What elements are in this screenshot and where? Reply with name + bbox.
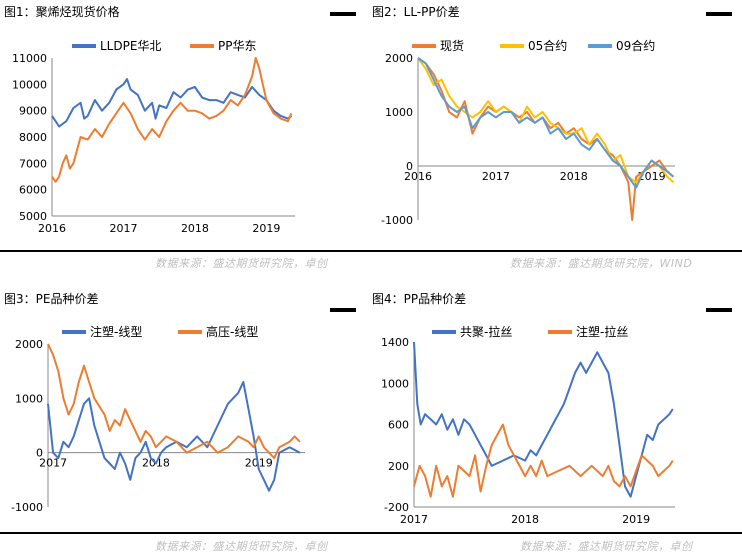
legend-label: 注塑-拉丝: [576, 324, 628, 339]
y-tick-label: 6000: [19, 184, 47, 197]
y-tick-label: -1000: [381, 214, 413, 227]
legend-label: LLDPE华北: [100, 39, 161, 53]
data-source-note: 数据来源：盛达期货研究院，WIND: [510, 257, 693, 270]
y-tick-label: 1400: [381, 336, 409, 349]
x-tick-label: 2017: [400, 513, 428, 526]
series-line: [417, 57, 675, 189]
chart-2: -1000 0 1000 2000 2016 2017 2018 2019 现货 05合约 09合约: [381, 38, 675, 227]
series-line: [413, 341, 674, 498]
x-tick-label: 2019: [252, 222, 280, 235]
y-tick-label: 200: [388, 460, 409, 473]
title-accent-bar: [706, 308, 732, 312]
chart-title-2: 图2：LL-PP价差: [372, 5, 460, 19]
data-source-note: 数据来源：盛达期货研究院，卓创: [520, 540, 693, 553]
title-accent-bar: [330, 12, 356, 16]
x-tick-label: 2016: [38, 222, 66, 235]
x-tick-label: 2018: [511, 513, 539, 526]
chart-4: -200 200 600 1000 1400 2017 2018 2019 共聚-拉丝 注塑-拉丝: [381, 324, 675, 526]
divider-rule: [0, 250, 742, 252]
legend-label: PP华东: [218, 39, 256, 53]
chart-title-4: 图4：PP品种价差: [372, 292, 467, 306]
y-tick-label: 8000: [19, 131, 47, 144]
legend-label: 05合约: [528, 38, 567, 53]
title-accent-bar: [706, 12, 732, 16]
y-tick-label: 1000: [15, 392, 43, 405]
x-tick-label: 2017: [482, 170, 510, 183]
legend-label: 09合约: [616, 38, 655, 53]
chart-1: 5000 6000 7000 8000 9000 10000 11000 2016 2017 20…: [12, 39, 295, 235]
divider-rule: [0, 532, 742, 534]
x-tick-label: 2017: [109, 222, 137, 235]
legend-label: 共聚-拉丝: [460, 324, 512, 339]
data-source-note: 数据来源：盛达期货研究院，卓创: [155, 540, 328, 553]
x-tick-label: 2018: [560, 170, 588, 183]
series-line: [417, 57, 675, 221]
y-tick-label: 5000: [19, 210, 47, 223]
y-tick-label: 0: [36, 447, 43, 460]
title-accent-bar: [330, 308, 356, 312]
y-tick-label: 9000: [19, 105, 47, 118]
y-tick-label: 1000: [385, 106, 413, 119]
y-tick-label: 10000: [12, 78, 47, 91]
y-tick-label: 7000: [19, 157, 47, 170]
series-line: [51, 78, 293, 128]
data-source-note: 数据来源：盛达期货研究院，卓创: [155, 257, 328, 270]
series-line: [47, 381, 301, 492]
series-line: [51, 57, 293, 183]
legend-label: 高压-线型: [206, 324, 258, 339]
y-tick-label: 600: [388, 419, 409, 432]
chart-title-1: 图1：聚烯烃现货价格: [4, 5, 120, 19]
legend-label: 现货: [440, 38, 464, 53]
y-tick-label: 2000: [385, 52, 413, 65]
series-line: [47, 343, 301, 460]
x-tick-label: 2017: [39, 457, 67, 470]
legend-label: 注塑-线型: [90, 324, 142, 339]
y-tick-label: -200: [384, 501, 409, 514]
y-tick-label: 11000: [12, 52, 47, 65]
x-tick-label: 2016: [404, 170, 432, 183]
y-tick-label: 2000: [15, 338, 43, 351]
x-tick-label: 2018: [181, 222, 209, 235]
x-tick-label: 2019: [638, 170, 666, 183]
x-tick-label: 2019: [622, 513, 650, 526]
series-line: [413, 423, 674, 498]
y-tick-label: 1000: [381, 377, 409, 390]
y-tick-label: 0: [406, 160, 413, 173]
chart-title-3: 图3：PE品种价差: [4, 292, 99, 306]
y-tick-label: -1000: [11, 501, 43, 514]
